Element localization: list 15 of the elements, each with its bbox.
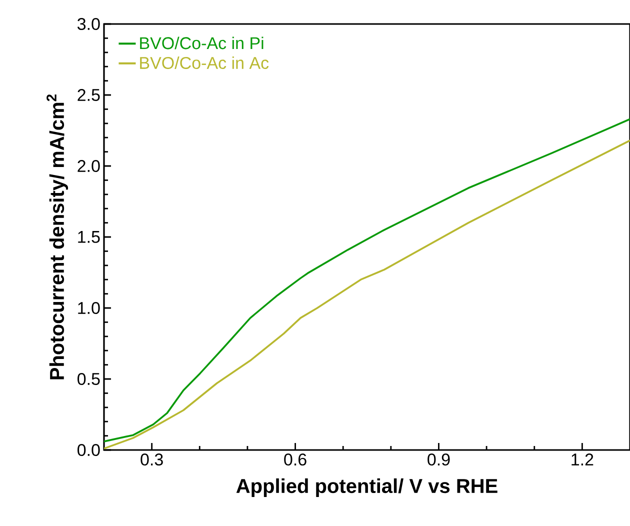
y-tick-label: 2.0	[78, 160, 100, 172]
y-axis-title: Photocurrent density/ mA/cm$^{2}$	[46, 94, 68, 380]
y-tick-label: 2.5	[78, 88, 100, 102]
x-tick-label: 0.9	[428, 454, 450, 466]
y-tick-label: 1.5	[78, 231, 100, 243]
y-tick-label: 1.0	[78, 302, 100, 314]
y-tick-label: 0.0	[78, 444, 100, 456]
legend-label: BVO/Co-Ac in Ac	[140, 56, 269, 69]
legend-label: BVO/Co-Ac in Pi	[140, 36, 264, 50]
x-tick-label: 0.3	[140, 454, 163, 466]
x-tick-label: 0.6	[284, 454, 306, 466]
x-axis-title: Applied potential/ V vs RHE	[236, 478, 498, 498]
y-tick-label: 0.5	[78, 372, 100, 386]
x-tick-label: 1.2	[572, 454, 594, 466]
y-tick-label: 3.0	[77, 18, 100, 30]
